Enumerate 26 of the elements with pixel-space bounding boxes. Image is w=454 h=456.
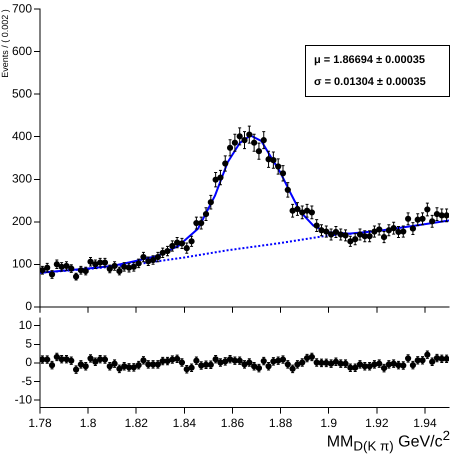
y-tick-label: 0	[25, 355, 32, 370]
x-tick-label: 1.94	[413, 416, 437, 430]
x-axis-title: MM$_{D(K π)}$ GeV/c$^{2}$	[326, 428, 450, 454]
x-tick-label: 1.92	[365, 416, 389, 430]
x-tick-label: 1.88	[268, 416, 293, 430]
y-tick-label: -10	[14, 392, 32, 406]
y-tick-label: 300	[12, 172, 32, 186]
x-tick-label: 1.84	[172, 416, 196, 430]
y-tick-label: -5	[21, 374, 32, 388]
x-tick-label: 1.8	[80, 416, 97, 430]
x-tick-label: 1.86	[220, 416, 244, 430]
annotation: μ = 1.86694 ± 0.00035	[314, 53, 426, 68]
y-tick-label: 600	[12, 44, 32, 58]
y-tick-label: 10	[18, 318, 32, 332]
y-tick-label: 100	[12, 256, 32, 271]
y-axis-title: Events / ( 0.002 )	[0, 9, 10, 78]
y-tick-label: 0	[25, 299, 32, 314]
annotation: σ = 0.01304 ± 0.00035	[314, 75, 427, 90]
x-tick-label: 1.78	[28, 416, 52, 430]
x-tick-label: 1.9	[320, 416, 338, 430]
x-tick-label: 1.82	[124, 416, 148, 430]
y-tick-label: 500	[12, 86, 32, 101]
y-tick-label: 400	[12, 129, 32, 144]
y-tick-label: 5	[25, 336, 32, 351]
y-tick-label: 200	[12, 214, 32, 228]
y-tick-label: 700	[12, 2, 32, 16]
